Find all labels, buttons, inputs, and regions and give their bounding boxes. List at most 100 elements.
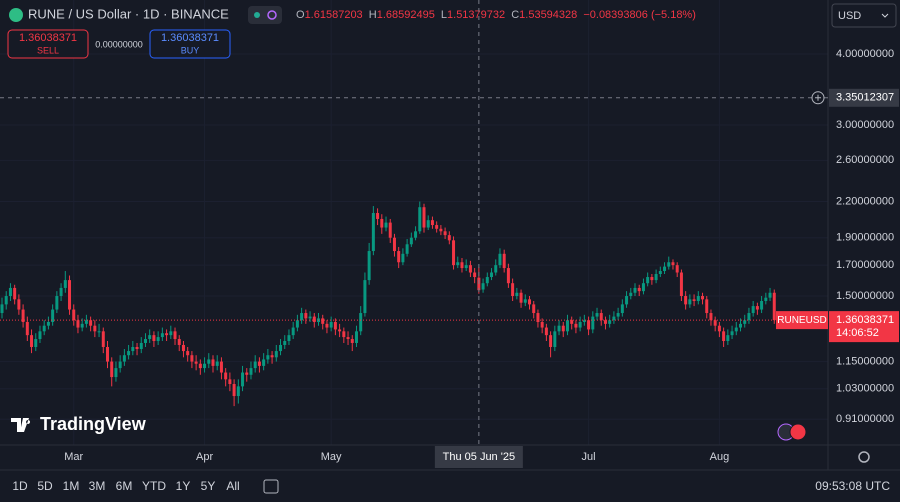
candle-body — [532, 304, 536, 314]
candle-body — [21, 309, 25, 323]
candle-body — [490, 272, 494, 278]
candle-body — [329, 322, 333, 328]
candle-body — [595, 313, 599, 317]
candle-body — [587, 320, 591, 330]
sell-label: SELL — [37, 45, 59, 55]
dropdown-caret — [881, 13, 889, 18]
range-button[interactable]: 3M — [89, 479, 106, 493]
candle-body — [367, 251, 371, 281]
range-button[interactable]: 1M — [63, 479, 80, 493]
range-button[interactable]: All — [226, 479, 239, 493]
y-tick-label: 1.03000000 — [836, 383, 894, 395]
currency-select[interactable] — [831, 3, 897, 28]
ohlc-key: C — [511, 9, 519, 21]
candle-body — [713, 320, 717, 326]
candle-body — [106, 346, 109, 362]
candle-body — [612, 316, 616, 321]
candle-body — [536, 313, 540, 323]
symbol-icon — [9, 8, 23, 22]
candle-body — [139, 342, 143, 350]
candle-body — [321, 318, 325, 324]
candle-body — [392, 237, 396, 252]
candle-body — [262, 359, 266, 366]
candle-body — [658, 271, 662, 275]
candle-body — [734, 327, 738, 332]
y-tick-label: 4.00000000 — [836, 48, 894, 60]
candle-body — [236, 386, 240, 397]
candle-body — [603, 320, 607, 324]
candle-body — [304, 313, 308, 319]
last-price-tag — [829, 311, 899, 343]
range-button[interactable]: 5Y — [201, 479, 216, 493]
settings-icon[interactable] — [858, 451, 870, 463]
sell-button[interactable] — [7, 29, 89, 59]
symbol-tag — [776, 311, 828, 330]
candle-body — [76, 320, 80, 328]
ohlc-value: 1.68592495 — [377, 9, 435, 21]
range-button[interactable]: YTD — [142, 479, 166, 493]
status-badge[interactable] — [248, 6, 282, 24]
candle-body — [376, 213, 380, 219]
candle-body — [743, 320, 747, 324]
candle-body — [8, 287, 12, 297]
candle-body — [705, 299, 709, 314]
candle-body — [608, 320, 612, 324]
range-button[interactable]: 1Y — [176, 479, 191, 493]
candle-body — [186, 351, 190, 356]
y-tick-label: 1.90000000 — [836, 232, 894, 244]
y-tick-label: 3.00000000 — [836, 119, 894, 131]
currency: USD — [838, 10, 861, 22]
candle-body — [439, 228, 443, 232]
candle-body — [4, 296, 8, 305]
range-button[interactable]: 6M — [116, 479, 133, 493]
candle-body — [557, 325, 561, 332]
calendar-icon[interactable] — [263, 479, 279, 494]
candle-body — [654, 274, 658, 281]
candle-body — [257, 361, 261, 366]
x-tick-label: May — [321, 451, 342, 463]
candle-body — [692, 299, 696, 302]
candle-body — [667, 262, 671, 267]
candle-body — [300, 313, 304, 321]
flag-icon[interactable] — [789, 423, 807, 441]
candle-body — [207, 359, 211, 364]
candle-body — [350, 339, 354, 343]
candle-body — [760, 301, 764, 310]
candle-body — [435, 225, 439, 229]
candle-body — [485, 277, 489, 284]
candle-body — [772, 292, 776, 321]
candle-body — [629, 292, 633, 297]
candle-body — [63, 280, 67, 288]
candle-body — [51, 309, 55, 323]
candle-body — [528, 299, 531, 305]
candle-body — [405, 244, 409, 254]
candle-body — [359, 313, 363, 332]
range-toolbar: 1D 5D 1M 3M 6M YTD 1Y 5Y All — [12, 479, 239, 493]
candle-body — [198, 363, 202, 369]
y-tick-label: 0.91000000 — [836, 413, 894, 425]
candle-body — [443, 231, 447, 236]
candle-body — [219, 361, 223, 373]
candle-body — [17, 299, 21, 310]
candle-body — [80, 323, 84, 328]
candle-body — [553, 331, 557, 347]
candle-body — [494, 265, 498, 273]
x-tick-label: Aug — [710, 451, 730, 463]
candle-body — [312, 316, 316, 323]
candle-body — [409, 237, 413, 245]
crosshair-date-tag — [434, 446, 523, 468]
candle-body — [637, 287, 641, 292]
candle-body — [663, 266, 667, 272]
candle-body — [620, 304, 624, 314]
axis-labels: 4.00000000 3.00000000 2.60000000 2.20000000… — [64, 48, 894, 463]
range-button[interactable]: 1D — [12, 479, 28, 493]
status-dot — [254, 12, 260, 18]
candle-body — [764, 297, 768, 302]
x-tick-label: Jul — [582, 451, 596, 463]
candle-body — [34, 339, 38, 347]
candle-body — [565, 320, 569, 332]
candle-body — [224, 372, 228, 380]
buy-button[interactable] — [149, 29, 231, 59]
range-button[interactable]: 5D — [37, 479, 53, 493]
candle-body — [156, 337, 160, 341]
